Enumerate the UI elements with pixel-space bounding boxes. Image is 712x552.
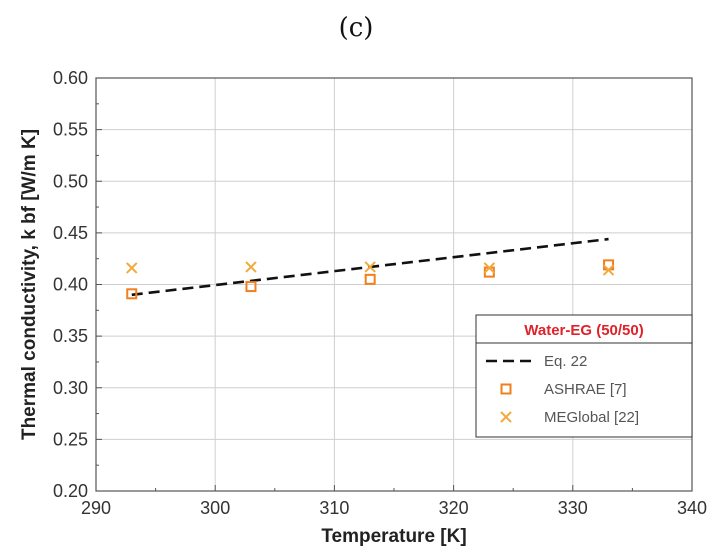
x-tick-label: 340 (677, 498, 707, 518)
x-marker-stroke (500, 411, 512, 423)
x-tick-label: 300 (200, 498, 230, 518)
y-tick-label: 0.45 (53, 223, 88, 243)
legend: Water-EG (50/50) Eq. 22 ASHRAE [7] MEGloba… (475, 314, 693, 438)
x-marker-stroke (602, 264, 615, 276)
legend-items: Eq. 22 ASHRAE [7] MEGlobal [22] (486, 353, 639, 426)
axis-ticks: 290 300 310 320 330 340 0.20 0.25 0.30 0.35 0.40 0.… (53, 68, 707, 518)
legend-swatch (500, 383, 512, 395)
x-marker-stroke (483, 262, 496, 274)
x-axis-title: Temperature [K] (321, 526, 466, 547)
y-tick-label: 0.50 (53, 171, 88, 191)
meglobal-point (126, 262, 138, 274)
legend-item: Eq. 22 (486, 353, 587, 370)
x-marker-stroke (245, 261, 257, 273)
x-tick-label: 330 (558, 498, 588, 518)
legend-label: ASHRAE [7] (544, 381, 627, 398)
legend-label: Eq. 22 (544, 353, 587, 370)
legend-item: ASHRAE [7] (500, 381, 627, 398)
ashrae-point (245, 281, 257, 293)
ashrae-point (126, 288, 138, 300)
legend-item: MEGlobal [22] (500, 409, 639, 426)
legend-swatch (500, 411, 512, 423)
x-tick-label: 310 (319, 498, 349, 518)
y-tick-label: 0.55 (53, 120, 88, 140)
plot-frame (95, 77, 693, 492)
ashrae-point (364, 273, 376, 285)
y-axis-title: Thermal conductivity, k bf [W/m K] (19, 129, 40, 440)
y-tick-label: 0.35 (53, 326, 88, 346)
y-tick-label: 0.30 (53, 378, 88, 398)
y-tick-label: 0.25 (53, 429, 88, 449)
series-meglobal-22 (126, 261, 615, 276)
meglobal-point (364, 261, 376, 273)
x-tick-label: 290 (81, 498, 111, 518)
series-layer (126, 237, 615, 300)
x-tick-label: 320 (439, 498, 469, 518)
meglobal-point (602, 264, 615, 276)
panel-label: (c) (339, 13, 374, 43)
y-tick-label: 0.40 (53, 275, 88, 295)
legend-label: MEGlobal [22] (544, 409, 639, 426)
x-marker-stroke (126, 262, 138, 274)
meglobal-point (483, 262, 496, 274)
x-marker-stroke (364, 261, 376, 273)
y-tick-label: 0.60 (53, 68, 88, 88)
meglobal-point (245, 261, 257, 273)
legend-title: Water-EG (50/50) (524, 322, 643, 339)
legend-box (475, 314, 693, 438)
y-tick-label: 0.20 (53, 481, 88, 501)
